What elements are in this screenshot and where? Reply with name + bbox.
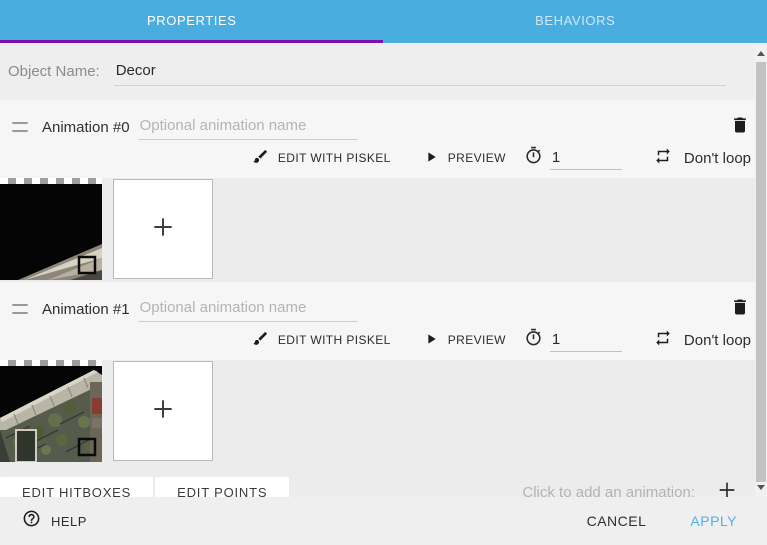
timer-icon: [524, 146, 543, 170]
play-icon: [423, 331, 439, 350]
animation-header: Animation #1 EDIT WITH PISKEL: [0, 282, 767, 360]
time-between-frames-input[interactable]: [549, 146, 622, 170]
properties-panel: Object Name: Animation #0: [0, 43, 767, 508]
tab-properties[interactable]: PROPERTIES: [146, 12, 237, 28]
brush-icon: [252, 330, 269, 350]
time-between-frames-input[interactable]: [549, 328, 622, 352]
object-name-input[interactable]: [113, 57, 726, 86]
add-frame-button[interactable]: [113, 361, 213, 461]
delete-animation-button[interactable]: [727, 296, 753, 322]
tab-bar: PROPERTIES BEHAVIORS: [0, 0, 767, 43]
brush-icon: [252, 148, 269, 168]
edit-with-piskel-button[interactable]: EDIT WITH PISKEL: [244, 144, 399, 172]
scroll-down-arrow-icon[interactable]: [755, 481, 767, 493]
loop-mode-label: Don't loop: [683, 149, 751, 167]
time-between-frames-field: [524, 146, 622, 170]
plus-icon: [150, 214, 176, 245]
edit-with-piskel-button[interactable]: EDIT WITH PISKEL: [244, 326, 399, 354]
help-button[interactable]: HELP: [22, 509, 87, 533]
apply-button[interactable]: APPLY: [690, 513, 737, 529]
cancel-button[interactable]: CANCEL: [586, 513, 647, 529]
object-name-row: Object Name:: [0, 43, 767, 100]
scroll-up-arrow-icon[interactable]: [755, 47, 767, 59]
repeat-icon: [654, 329, 672, 352]
add-animation-button[interactable]: [717, 482, 737, 503]
object-name-label: Object Name:: [8, 63, 100, 80]
trash-icon: [730, 115, 750, 140]
vertical-scrollbar[interactable]: [755, 45, 767, 497]
add-animation-hint: Click to add an animation:: [522, 484, 695, 501]
animation-section: Animation #0 EDIT WITH PISKEL: [0, 100, 767, 282]
loop-mode-button[interactable]: Don't loop: [654, 147, 753, 170]
frames-strip: [0, 360, 767, 464]
frames-strip: [0, 178, 767, 282]
loop-mode-button[interactable]: Don't loop: [654, 329, 753, 352]
delete-animation-button[interactable]: [727, 114, 753, 140]
dialog-footer: HELP CANCEL APPLY: [0, 497, 767, 545]
animation-name-input[interactable]: [137, 296, 358, 322]
preview-button[interactable]: PREVIEW: [415, 327, 514, 354]
help-label: HELP: [51, 513, 87, 529]
active-tab-indicator: [0, 40, 383, 43]
frame-thumbnail[interactable]: [0, 360, 102, 462]
add-frame-button[interactable]: [113, 179, 213, 279]
animation-header: Animation #0 EDIT WITH PISKEL: [0, 100, 767, 178]
plus-icon: [716, 479, 738, 506]
animation-title: Animation #1: [42, 300, 130, 318]
drag-handle-icon[interactable]: [12, 304, 28, 314]
preview-button[interactable]: PREVIEW: [415, 145, 514, 172]
repeat-icon: [654, 147, 672, 170]
animation-title: Animation #0: [42, 118, 130, 136]
timer-icon: [524, 328, 543, 352]
plus-icon: [150, 396, 176, 427]
frame-thumbnail[interactable]: [0, 178, 102, 280]
animation-name-input[interactable]: [137, 114, 358, 140]
play-icon: [423, 149, 439, 168]
tab-behaviors[interactable]: BEHAVIORS: [535, 12, 616, 28]
time-between-frames-field: [524, 328, 622, 352]
scrollbar-thumb[interactable]: [756, 62, 766, 482]
animation-section: Animation #1 EDIT WITH PISKEL: [0, 282, 767, 464]
loop-mode-label: Don't loop: [683, 331, 751, 349]
trash-icon: [730, 297, 750, 322]
help-icon: [22, 509, 41, 533]
drag-handle-icon[interactable]: [12, 122, 28, 132]
